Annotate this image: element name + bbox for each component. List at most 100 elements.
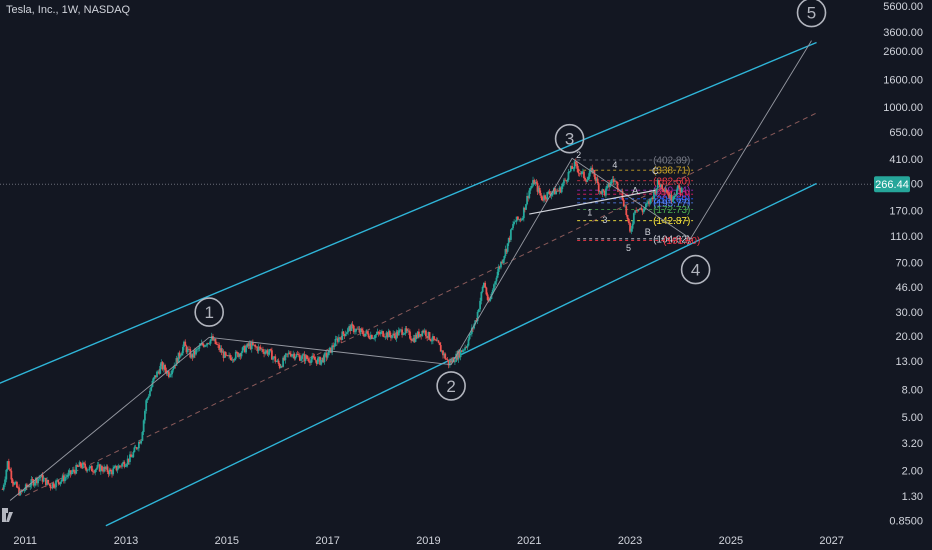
candle-body: [388, 331, 391, 336]
candle-body: [315, 360, 318, 364]
candle-body: [292, 353, 295, 355]
candle-body: [250, 342, 253, 350]
candle-body: [333, 346, 336, 348]
candle-body: [239, 353, 242, 357]
candle-body: [179, 355, 182, 357]
candle-body: [574, 161, 577, 164]
candle-body: [19, 490, 22, 496]
candle-body: [678, 185, 681, 188]
candle-body: [95, 468, 98, 470]
candle-body: [583, 171, 585, 179]
candle-body: [22, 490, 25, 491]
candle-body: [377, 331, 380, 333]
candle-body: [16, 482, 18, 488]
candle-body: [551, 192, 554, 194]
candle-body: [144, 410, 146, 421]
candle-body: [410, 338, 412, 341]
candle-body: [386, 332, 389, 338]
candle-body: [101, 465, 103, 471]
candle-body: [438, 342, 441, 346]
candle-body: [429, 339, 432, 341]
candle-body: [608, 183, 611, 187]
candle-body: [486, 294, 489, 300]
candle-body: [529, 188, 532, 191]
sub-wave-label: A: [632, 185, 638, 195]
fib-level-label: (193.77): [653, 198, 690, 209]
candle-body: [439, 345, 442, 352]
candle-body: [230, 357, 233, 361]
y-tick-label: 1600.00: [883, 74, 923, 86]
candle-body: [382, 331, 384, 337]
candle-body: [84, 463, 87, 468]
candle-body: [365, 331, 368, 334]
candle-body: [258, 346, 261, 348]
candle-body: [479, 300, 482, 310]
candle-body: [279, 366, 282, 368]
candle-body: [287, 352, 290, 355]
candle-body: [637, 209, 640, 212]
candle-body: [177, 352, 180, 363]
candle-body: [621, 191, 624, 201]
candle-body: [86, 469, 89, 471]
candle-body: [503, 255, 506, 260]
candle-body: [269, 349, 272, 351]
candle-body: [500, 261, 502, 268]
candle-body: [180, 353, 183, 356]
candle-body: [291, 354, 293, 357]
candle-body: [27, 486, 29, 487]
candle-body: [511, 228, 513, 230]
y-tick-label: 5600.00: [883, 1, 923, 13]
candle-body: [459, 350, 462, 358]
candle-body: [286, 353, 289, 355]
fib-level-label: (240.54): [653, 186, 690, 197]
candle-body: [456, 353, 459, 360]
candle-body: [358, 328, 361, 333]
x-tick-label: 2017: [315, 535, 339, 547]
candle-body: [672, 196, 675, 200]
candle-body: [278, 363, 281, 368]
y-tick-label: 650.00: [889, 127, 923, 139]
candle-body: [28, 486, 31, 487]
candle-body: [443, 353, 446, 356]
candle-body: [11, 479, 14, 484]
candle-body: [502, 259, 505, 264]
candle-body: [272, 357, 274, 360]
candle-body: [49, 484, 52, 488]
candle-body: [515, 216, 518, 222]
candle-body: [268, 349, 271, 353]
candle-body: [253, 344, 255, 346]
candle-body: [212, 336, 214, 341]
candle-body: [324, 353, 327, 354]
candle-body: [23, 489, 26, 491]
candle-body: [14, 482, 17, 483]
candle-body: [392, 333, 395, 336]
candle-body: [586, 180, 589, 182]
candle-body: [393, 333, 396, 336]
candle-body: [42, 478, 45, 482]
candle-body: [440, 350, 443, 352]
candle-body: [466, 345, 469, 348]
candle-body: [345, 332, 348, 334]
candle-body: [405, 328, 408, 332]
candle-body: [426, 336, 429, 338]
candle-body: [545, 198, 548, 200]
candle-body: [609, 184, 612, 187]
candle-body: [137, 441, 140, 449]
y-tick-label: 1000.00: [883, 102, 923, 114]
elliott-wave-label: 3: [565, 130, 574, 149]
candle-body: [220, 348, 223, 353]
candle-body: [241, 347, 244, 353]
candle-body: [259, 347, 262, 350]
candle-body: [485, 287, 488, 295]
candle-body: [254, 344, 257, 347]
candle-body: [344, 333, 347, 337]
candle-body: [421, 331, 424, 337]
candle-body: [509, 229, 512, 240]
candle-body: [51, 483, 54, 488]
elliott-wave-label: 4: [691, 261, 700, 280]
candle-body: [512, 224, 514, 229]
candle-body: [305, 355, 308, 359]
candle-body: [285, 353, 288, 355]
candle-body: [412, 337, 415, 342]
